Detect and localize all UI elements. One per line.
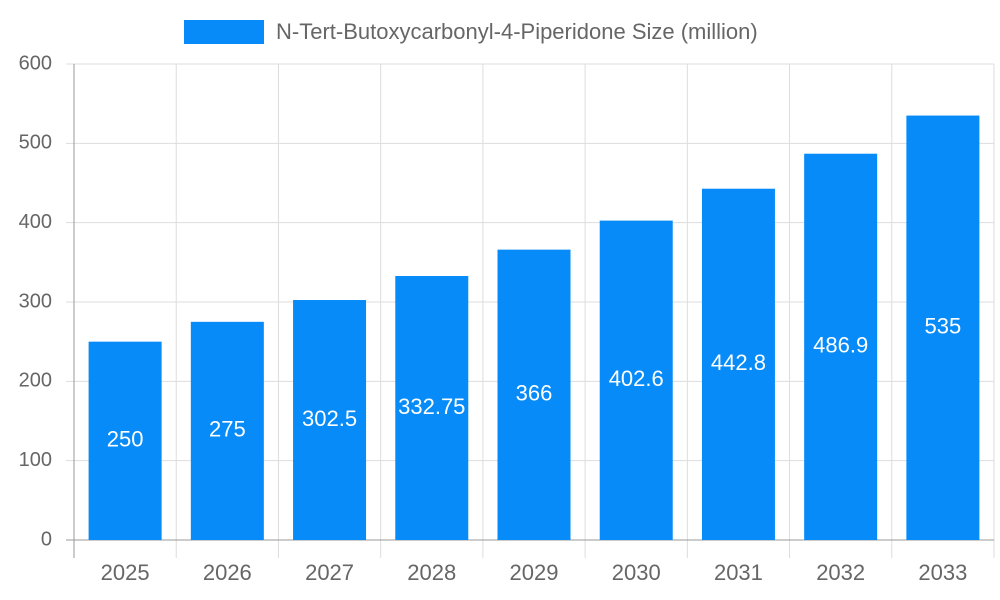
data-label: 486.9 xyxy=(813,333,868,358)
bar xyxy=(701,188,775,540)
data-label: 535 xyxy=(925,314,962,339)
bar xyxy=(88,341,162,540)
x-tick-label: 2028 xyxy=(407,560,456,585)
y-tick-label: 0 xyxy=(41,528,52,550)
x-tick-label: 2033 xyxy=(918,560,967,585)
x-tick-label: 2029 xyxy=(510,560,559,585)
data-label: 366 xyxy=(516,381,553,406)
bar xyxy=(395,276,469,540)
data-label: 332.75 xyxy=(398,394,465,419)
x-tick-label: 2032 xyxy=(816,560,865,585)
legend-label: N-Tert-Butoxycarbonyl-4-Piperidone Size … xyxy=(276,19,758,44)
x-tick-label: 2025 xyxy=(101,560,150,585)
data-label: 402.6 xyxy=(609,366,664,391)
y-tick-label: 500 xyxy=(19,132,52,154)
y-tick-label: 200 xyxy=(19,370,52,392)
x-tick-label: 2026 xyxy=(203,560,252,585)
data-label: 275 xyxy=(209,417,246,442)
legend-swatch xyxy=(184,20,264,44)
y-tick-label: 100 xyxy=(19,449,52,471)
x-tick-label: 2027 xyxy=(305,560,354,585)
x-tick-label: 2031 xyxy=(714,560,763,585)
y-tick-label: 400 xyxy=(19,211,52,233)
data-label: 302.5 xyxy=(302,406,357,431)
data-label: 250 xyxy=(107,427,144,452)
data-label: 442.8 xyxy=(711,350,766,375)
bar xyxy=(906,115,980,541)
bar xyxy=(497,249,571,540)
bar xyxy=(599,220,673,540)
x-tick-label: 2030 xyxy=(612,560,661,585)
y-tick-label: 600 xyxy=(19,52,52,74)
bar xyxy=(190,321,264,540)
bar xyxy=(804,153,878,540)
bar xyxy=(293,300,367,540)
y-tick-label: 300 xyxy=(19,290,52,312)
